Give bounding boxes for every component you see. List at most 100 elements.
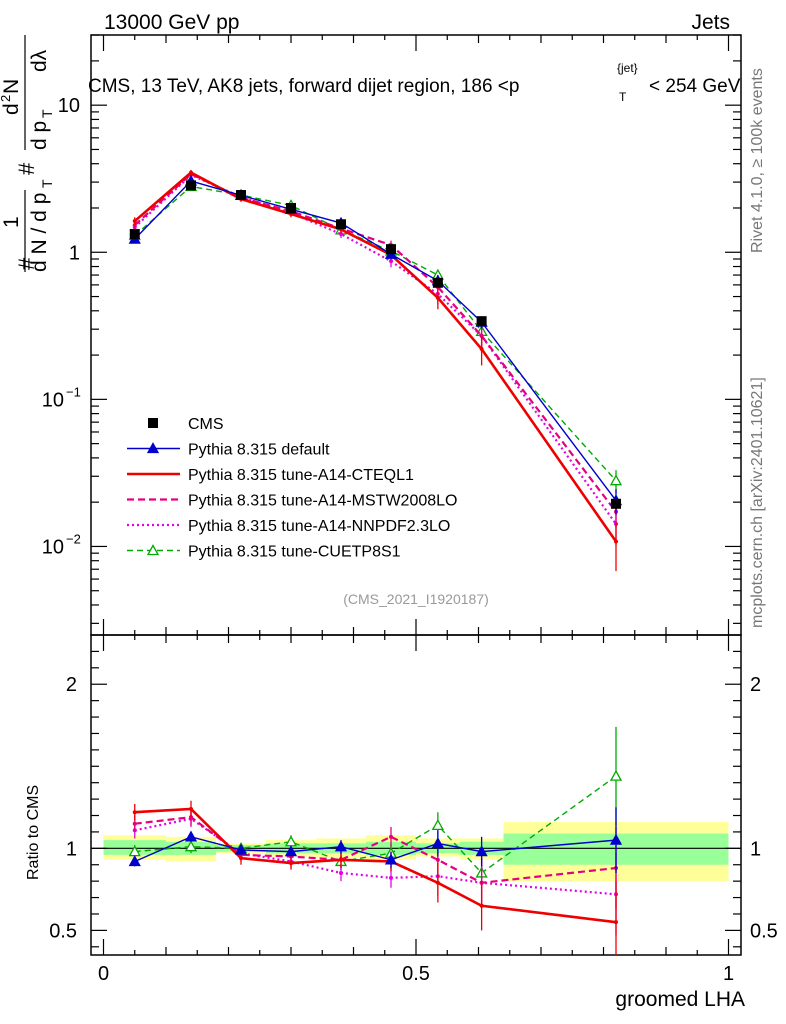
svg-text:T: T [619,90,627,104]
ratio-point [128,855,141,867]
data-point [432,277,443,288]
ratio-point [479,903,484,908]
ratio-point [435,880,440,885]
series-a14_nnpdf [132,172,618,546]
legend-item-a14_mstw: Pythia 8.315 tune-A14-MSTW2008LO [127,493,457,510]
legend-item-a14_nnpdf: Pythia 8.315 tune-A14-NNPDF2.3LO [127,518,450,535]
svg-text:d p: d p [28,121,51,150]
legend-label: Pythia 8.315 tune-A14-CTEQL1 [188,467,414,484]
y-tick-label: 10 [58,95,80,117]
ratio-point [234,843,248,855]
data-point [386,244,396,255]
legend-label: Pythia 8.315 tune-CUETP8S1 [188,544,401,561]
source-label: mcplots.cern.ch [arXiv:2401.10621] [749,377,766,628]
series-cms [129,180,621,509]
ratio-y-tick-label: 1 [66,838,77,860]
data-point [611,498,621,509]
y-tick-label-exponent: −1 [66,384,81,399]
ratio-point [132,810,137,815]
ratio-point [609,769,623,781]
data-point [132,219,137,224]
svg-text:d N / d p: d N / d p [28,193,51,272]
legend-item-a14_cteql1: Pythia 8.315 tune-A14-CTEQL1 [127,467,414,484]
legend-marker [146,544,160,556]
chart-title: CMS, 13 TeV, AK8 jets, forward dijet reg… [88,61,741,104]
ratio-point [184,830,198,842]
ratio-point [431,819,444,831]
ratio-point [184,840,198,852]
ratio-point [289,861,293,866]
data-point [609,474,623,486]
ratio-y-tick-label: 2 [66,674,77,696]
svg-text:d: d [0,103,23,115]
svg-text:< 254 GeV: < 254 GeV [649,76,741,97]
ratio-series-default [128,807,623,873]
legend-item-default: Pythia 8.315 default [127,442,330,459]
svg-text:N: N [0,79,23,94]
category-label: Jets [691,11,730,34]
legend-item-cms: CMS [148,416,224,433]
ratio-point [339,857,343,862]
ratio-y-tick-label-right: 1 [750,838,761,860]
ratio-y-axis-label: Ratio to CMS [25,785,42,880]
x-tick-label: 0.5 [402,963,430,985]
data-point [479,346,484,351]
svg-text:2: 2 [0,95,13,102]
svg-text:#: # [14,162,39,175]
x-tick-label: 0 [98,963,109,985]
ratio-point [609,833,623,845]
series-default [128,174,623,515]
legend-label: Pythia 8.315 tune-A14-NNPDF2.3LO [188,518,450,535]
svg-text:T: T [39,109,55,118]
data-point [339,232,343,237]
svg-text:dλ: dλ [28,49,51,72]
ratio-line-a14_mstw [134,816,617,884]
data-point [336,219,346,230]
data-point [389,259,393,264]
ratio-point [189,806,193,811]
y-tick-label: 1 [69,242,80,264]
analysis-tag: (CMS_2021_I1920187) [343,591,489,607]
ratio-y-tick-label: 0.5 [49,920,77,942]
main-y-axis-label: # 1 d N / d p T # d 2 N d p T dλ [0,35,55,272]
ratio-point [384,853,398,865]
svg-text:CMS, 13 TeV, AK8 jets, forward: CMS, 13 TeV, AK8 jets, forward dijet reg… [88,76,519,97]
data-point [236,190,246,201]
ratio-point [431,837,444,849]
legend: CMS Pythia 8.315 default Pythia 8.315 tune… [127,416,457,561]
ratio-series [128,726,623,955]
ratio-point [389,875,393,880]
ratio-point [339,870,343,875]
series-a14_cteql1 [132,169,618,572]
ratio-plot-frame [90,634,742,956]
ratio-y-tick-label-right: 0.5 [750,920,778,942]
rivet-label: Rivet 4.1.0, ≥ 100k events [749,68,766,253]
svg-text:1: 1 [0,216,23,228]
data-point [476,316,487,327]
ratio-point [389,834,393,839]
legend-label: CMS [188,416,224,433]
ratio-y-tick-label-right: 2 [750,674,761,696]
series-line-a14_cteql1 [133,171,618,543]
ratio-series-a14_cteql1 [132,800,618,955]
energy-label: 13000 GeV pp [104,11,239,34]
ratio-point [284,845,298,857]
legend-marker [148,418,158,428]
series-line-a14_mstw [134,172,617,513]
ratio-point [435,857,440,862]
x-tick-label: 1 [723,963,734,985]
ratio-axes: 0.5 0.5 1 1 2 2 0 0.5 1 [49,635,778,985]
legend-item-cuetp8s1: Pythia 8.315 tune-CUETP8S1 [127,544,401,561]
legend-marker [146,442,160,454]
data-point [189,170,193,175]
data-point [186,180,196,191]
data-point [286,202,296,213]
data-point [129,229,140,240]
ratio-point [239,856,243,861]
x-axis-label: groomed LHA [615,988,745,1011]
svg-text:#: # [14,257,39,270]
y-tick-label-exponent: −2 [66,531,81,546]
svg-text:T: T [39,179,55,188]
